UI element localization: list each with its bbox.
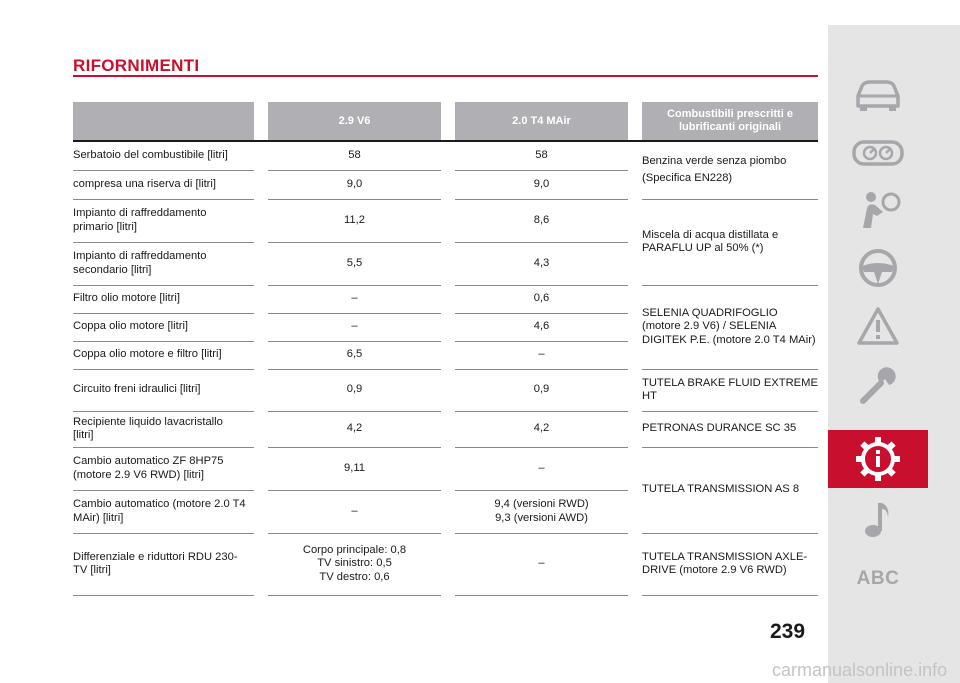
value-v6: 9,11 <box>268 447 441 491</box>
header-fluids: Combustibili prescritti e lubrificanti o… <box>642 102 818 142</box>
row-label: Differenziale e riduttori RDU 230-TV [li… <box>73 533 254 596</box>
value-v6: 0,9 <box>268 369 441 412</box>
row-label: Cambio automatico (motore 2.0 T4 MAir) [… <box>73 490 254 534</box>
table-row: Impianto di raffreddamento secondario [l… <box>73 242 818 286</box>
value-v6: 4,2 <box>268 411 441 448</box>
row-label: Coppa olio motore [litri] <box>73 313 254 342</box>
wrench-icon <box>860 367 896 404</box>
music-note-icon <box>865 503 889 537</box>
spec-differential: TUTELA TRANSMISSION AXLE-DRIVE (motore 2… <box>642 533 818 596</box>
table-row: Filtro olio motore [litri] – 0,6 SELENIA… <box>73 285 818 370</box>
dashboard-gauges-icon <box>852 140 904 166</box>
abc-index-label: ABC <box>856 568 900 589</box>
value-v6: 58 <box>268 141 441 171</box>
table-row: Recipiente liquido lavacristallo [litri]… <box>73 411 818 448</box>
sidebar-item-driving[interactable] <box>828 239 928 297</box>
row-label: Impianto di raffreddamento secondario [l… <box>73 242 254 286</box>
row-label: compresa una riserva di [litri] <box>73 170 254 200</box>
row-label: Impianto di raffreddamento primario [lit… <box>73 199 254 243</box>
sidebar-item-car[interactable] <box>828 65 928 123</box>
value-t4: 0,6 <box>455 285 628 314</box>
table-row: Coppa olio motore [litri] – 4,6 <box>73 313 818 342</box>
watermark: carmanualsonline.info <box>772 660 948 680</box>
table-row: Cambio automatico (motore 2.0 T4 MAir) [… <box>73 490 818 534</box>
spec-transmission: TUTELA TRANSMISSION AS 8 <box>642 447 818 534</box>
sidebar-item-maintenance[interactable] <box>828 355 928 413</box>
table-row: Impianto di raffreddamento primario [lit… <box>73 199 818 286</box>
spec-brake-fluid: TUTELA BRAKE FLUID EXTREME HT <box>642 369 818 412</box>
car-icon <box>856 80 900 111</box>
value-v6: 5,5 <box>268 242 441 286</box>
page-title: RIFORNIMENTI <box>73 56 200 75</box>
sidebar-item-multimedia[interactable] <box>828 490 928 548</box>
refuelling-table: 2.9 V6 2.0 T4 MAir Combustibili prescrit… <box>73 102 818 596</box>
sidebar-item-dashboard[interactable] <box>828 123 928 181</box>
value-v6: – <box>268 490 441 534</box>
table-row: Serbatoio del combustibile [litri] 58 58… <box>73 141 818 200</box>
airbag-passenger-icon <box>863 192 901 228</box>
row-label: Circuito freni idraulici [litri] <box>73 369 254 412</box>
table-header-row: 2.9 V6 2.0 T4 MAir Combustibili prescrit… <box>73 102 818 142</box>
value-t4: 4,6 <box>455 313 628 342</box>
value-t4: 4,2 <box>455 411 628 448</box>
sidebar-item-safety[interactable] <box>828 181 928 239</box>
table-row: Cambio automatico ZF 8HP75 (motore 2.9 V… <box>73 447 818 534</box>
value-v6: 9,0 <box>268 170 441 200</box>
value-v6: 6,5 <box>268 341 441 370</box>
value-t4: – <box>455 533 628 596</box>
spec-fuel: Benzina verde senza piombo (Specifica EN… <box>642 141 818 200</box>
value-t4: – <box>455 341 628 370</box>
value-t4: 9,4 (versioni RWD) 9,3 (versioni AWD) <box>455 490 628 534</box>
table-row: Differenziale e riduttori RDU 230-TV [li… <box>73 533 818 596</box>
value-v6: 11,2 <box>268 199 441 243</box>
spec-coolant: Miscela di acqua distillata e PARAFLU UP… <box>642 199 818 286</box>
header-2-0-t4: 2.0 T4 MAir <box>455 102 628 142</box>
value-t4: 0,9 <box>455 369 628 412</box>
value-t4: 58 <box>455 141 628 171</box>
value-t4: 8,6 <box>455 199 628 243</box>
sidebar-item-emergency[interactable] <box>828 297 928 355</box>
row-label: Recipiente liquido lavacristallo [litri] <box>73 411 254 448</box>
steering-wheel-icon <box>859 249 897 287</box>
title-divider <box>73 75 818 77</box>
sidebar-item-index[interactable]: ABC <box>828 550 928 608</box>
spec-washer: PETRONAS DURANCE SC 35 <box>642 411 818 448</box>
gear-info-icon <box>856 437 900 481</box>
value-t4: 4,3 <box>455 242 628 286</box>
row-label: Serbatoio del combustibile [litri] <box>73 141 254 171</box>
value-v6: Corpo principale: 0,8 TV sinistro: 0,5 T… <box>268 533 441 596</box>
value-v6: – <box>268 285 441 314</box>
row-label: Filtro olio motore [litri] <box>73 285 254 314</box>
table-row: compresa una riserva di [litri] 9,0 9,0 <box>73 170 818 200</box>
value-t4: – <box>455 447 628 491</box>
header-blank <box>73 102 254 142</box>
spec-engine-oil: SELENIA QUADRIFOGLIO (motore 2.9 V6) / S… <box>642 285 818 370</box>
warning-triangle-icon <box>857 307 899 345</box>
sidebar-item-technical-data[interactable] <box>828 430 928 488</box>
chapter-sidebar: ABC <box>828 25 960 683</box>
page-number: 239 <box>770 620 806 643</box>
row-label: Coppa olio motore e filtro [litri] <box>73 341 254 370</box>
table-row: Coppa olio motore e filtro [litri] 6,5 – <box>73 341 818 370</box>
value-t4: 9,0 <box>455 170 628 200</box>
value-v6: – <box>268 313 441 342</box>
table-row: Circuito freni idraulici [litri] 0,9 0,9… <box>73 369 818 412</box>
row-label: Cambio automatico ZF 8HP75 (motore 2.9 V… <box>73 447 254 491</box>
header-2-9-v6: 2.9 V6 <box>268 102 441 142</box>
